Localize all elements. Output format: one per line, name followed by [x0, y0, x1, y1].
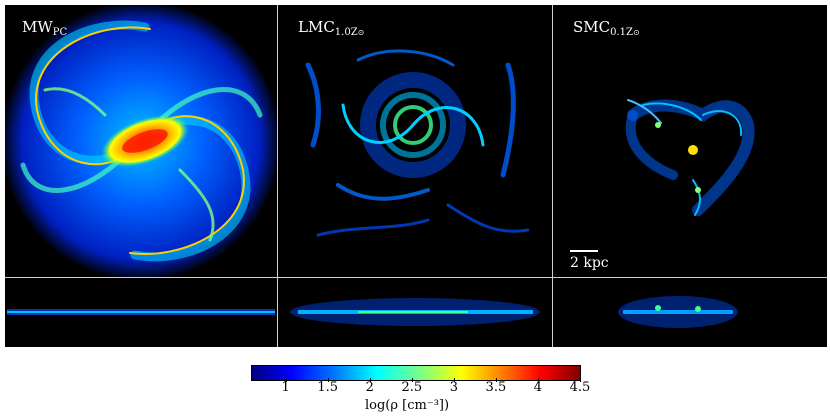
colorbar-label: log(ρ [cm⁻³]) [365, 398, 450, 413]
colorbar-tick-label: 1.5 [317, 380, 339, 395]
smc-edge-on-image [553, 278, 827, 347]
colorbar-tick [537, 378, 539, 382]
lmc-edge-on-panel [278, 278, 552, 347]
colorbar-tick-label: 3.5 [485, 380, 507, 395]
colorbar [251, 365, 581, 381]
colorbar-tick [285, 378, 287, 382]
mw-face-on-panel: MWPC [5, 5, 277, 277]
mw-panel-label: MWPC [22, 18, 68, 38]
scale-bar-label: 2 kpc [570, 255, 609, 271]
mw-edge-on-panel [5, 278, 277, 347]
colorbar-tick [580, 378, 581, 382]
colorbar-tick-label: 1 [281, 380, 290, 395]
horizontal-divider [5, 277, 827, 278]
smc-face-on-panel: SMC0.1Z⊙ 2 kpc [553, 5, 827, 277]
mw-edge-on-image [5, 278, 277, 347]
lmc-face-on-panel: LMC1.0Z⊙ [278, 5, 552, 277]
colorbar-tick [495, 378, 497, 382]
colorbar-tick-label: 2 [365, 380, 374, 395]
lmc-panel-label: LMC1.0Z⊙ [298, 18, 365, 38]
colorbar-tick [453, 378, 455, 382]
panel-grid: MWPC [5, 5, 827, 347]
colorbar-tick-label: 3 [449, 380, 458, 395]
mw-face-on-image [5, 5, 277, 277]
vertical-divider [277, 5, 278, 347]
smc-panel-label: SMC0.1Z⊙ [573, 18, 640, 38]
colorbar-tick [411, 378, 413, 382]
smc-face-on-image [553, 5, 827, 277]
colorbar-tick [369, 378, 371, 382]
lmc-face-on-image [278, 5, 552, 277]
colorbar-tick-label: 2.5 [401, 380, 423, 395]
colorbar-tick-label: 4 [533, 380, 543, 395]
lmc-edge-on-image [278, 278, 552, 347]
vertical-divider [552, 5, 553, 347]
colorbar-tick-label: 4.5 [569, 380, 591, 395]
scale-bar [570, 250, 598, 252]
smc-edge-on-panel [553, 278, 827, 347]
colorbar-tick [327, 378, 329, 382]
